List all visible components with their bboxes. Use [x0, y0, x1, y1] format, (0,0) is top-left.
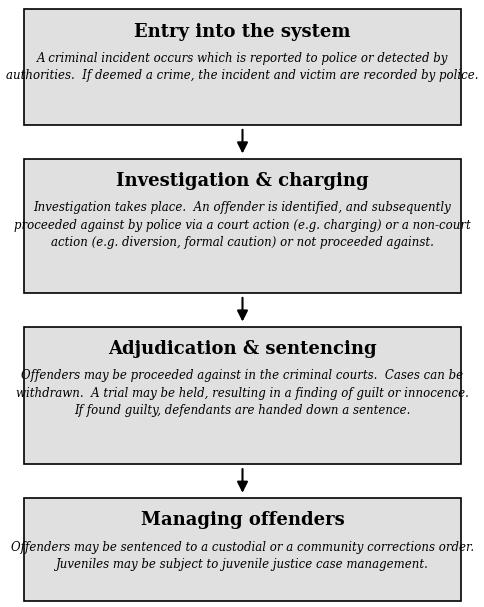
- Text: Investigation & charging: Investigation & charging: [116, 172, 368, 190]
- Text: Investigation takes place.  An offender is identified, and subsequently
proceede: Investigation takes place. An offender i…: [14, 202, 470, 249]
- Text: Entry into the system: Entry into the system: [134, 22, 350, 41]
- Text: A criminal incident occurs which is reported to police or detected by
authoritie: A criminal incident occurs which is repo…: [6, 52, 478, 83]
- Text: Managing offenders: Managing offenders: [140, 512, 344, 529]
- Text: Offenders may be sentenced to a custodial or a community corrections order.
Juve: Offenders may be sentenced to a custodia…: [11, 541, 473, 571]
- Text: Offenders may be proceeded against in the criminal courts.  Cases can be
withdra: Offenders may be proceeded against in th…: [16, 369, 468, 418]
- Text: Adjudication & sentencing: Adjudication & sentencing: [108, 340, 376, 358]
